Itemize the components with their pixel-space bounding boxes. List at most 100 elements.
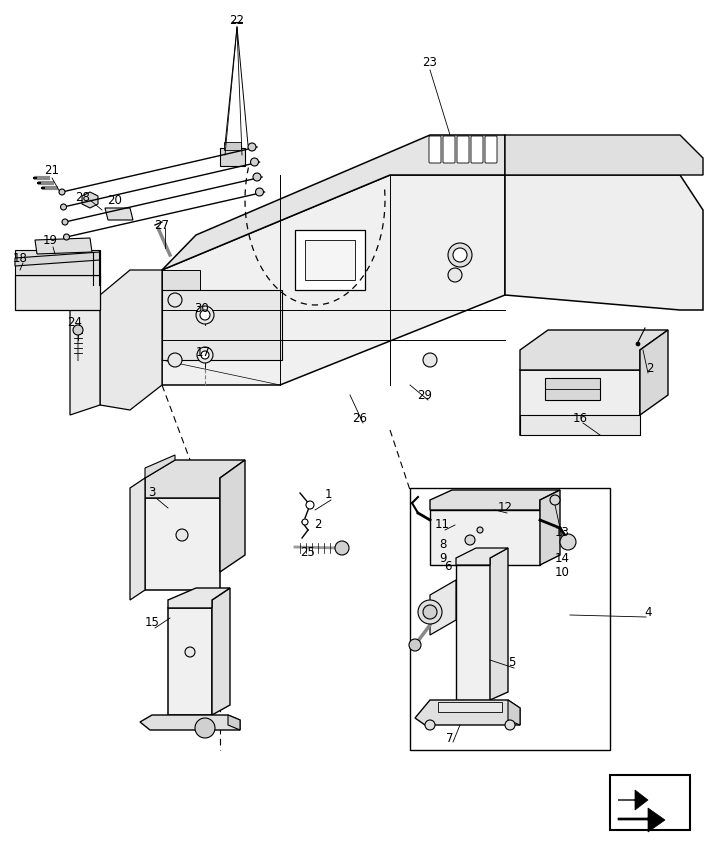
Text: 24: 24: [68, 316, 82, 330]
Bar: [220, 148, 245, 166]
Circle shape: [448, 268, 462, 282]
Text: 25: 25: [301, 546, 315, 560]
Circle shape: [195, 718, 215, 738]
Polygon shape: [145, 498, 220, 590]
Text: 2: 2: [646, 362, 654, 374]
Circle shape: [418, 600, 442, 624]
Polygon shape: [415, 700, 520, 725]
Text: 14: 14: [555, 551, 570, 565]
Polygon shape: [162, 135, 505, 270]
Circle shape: [335, 541, 349, 555]
Circle shape: [256, 188, 263, 196]
Text: 19: 19: [42, 234, 58, 246]
Circle shape: [200, 310, 210, 320]
Polygon shape: [228, 715, 240, 730]
Circle shape: [253, 173, 261, 181]
Polygon shape: [618, 808, 665, 832]
Circle shape: [185, 647, 195, 657]
Polygon shape: [505, 175, 703, 310]
Polygon shape: [438, 702, 502, 712]
Polygon shape: [520, 370, 640, 435]
Polygon shape: [15, 252, 100, 266]
Polygon shape: [168, 588, 230, 608]
Text: 21: 21: [44, 164, 60, 176]
Text: 1: 1: [325, 487, 332, 501]
Circle shape: [73, 325, 83, 335]
Polygon shape: [220, 460, 245, 572]
Polygon shape: [162, 175, 505, 385]
Circle shape: [505, 720, 515, 730]
Polygon shape: [145, 455, 175, 478]
Text: 28: 28: [75, 191, 90, 203]
Text: 27: 27: [154, 218, 170, 232]
Polygon shape: [640, 330, 668, 415]
Polygon shape: [305, 240, 355, 280]
Bar: [410, 488, 610, 750]
Text: 17: 17: [196, 346, 210, 358]
Circle shape: [453, 248, 467, 262]
Polygon shape: [430, 510, 540, 565]
Polygon shape: [520, 415, 640, 435]
Text: 29: 29: [417, 389, 432, 401]
Polygon shape: [505, 135, 703, 175]
Circle shape: [59, 189, 65, 195]
Bar: [610, 775, 690, 830]
Polygon shape: [15, 250, 100, 275]
Polygon shape: [15, 275, 100, 310]
Polygon shape: [130, 478, 145, 600]
FancyBboxPatch shape: [457, 136, 469, 163]
Polygon shape: [618, 790, 648, 810]
Circle shape: [550, 495, 560, 505]
Circle shape: [197, 347, 213, 363]
Circle shape: [306, 501, 314, 509]
Polygon shape: [456, 565, 490, 700]
Polygon shape: [35, 238, 92, 254]
Text: 2: 2: [314, 518, 322, 530]
Polygon shape: [508, 700, 520, 725]
Polygon shape: [105, 208, 133, 220]
Polygon shape: [145, 460, 245, 498]
Circle shape: [251, 158, 258, 166]
Polygon shape: [430, 490, 560, 510]
Text: 5: 5: [508, 657, 516, 669]
Circle shape: [201, 351, 209, 359]
Polygon shape: [70, 285, 100, 415]
Bar: [162, 290, 282, 360]
FancyBboxPatch shape: [485, 136, 497, 163]
Polygon shape: [168, 608, 212, 715]
FancyBboxPatch shape: [443, 136, 455, 163]
Polygon shape: [100, 270, 162, 410]
Circle shape: [62, 219, 68, 225]
Polygon shape: [456, 548, 508, 565]
Text: 12: 12: [498, 501, 513, 513]
Circle shape: [409, 639, 421, 651]
Polygon shape: [540, 490, 560, 565]
Text: 8: 8: [439, 539, 446, 551]
Circle shape: [448, 243, 472, 267]
Text: 26: 26: [353, 411, 367, 425]
Bar: [545, 378, 600, 400]
Polygon shape: [490, 548, 508, 700]
Bar: [224, 142, 241, 150]
Polygon shape: [82, 192, 98, 208]
Circle shape: [302, 519, 308, 525]
Circle shape: [168, 353, 182, 367]
Text: 16: 16: [572, 411, 588, 425]
Circle shape: [477, 527, 483, 533]
Text: 10: 10: [555, 566, 570, 579]
Polygon shape: [520, 330, 668, 370]
Text: 15: 15: [144, 616, 159, 630]
Polygon shape: [212, 588, 230, 715]
Circle shape: [248, 143, 256, 151]
Text: 9: 9: [439, 551, 447, 565]
Circle shape: [465, 535, 475, 545]
Text: 23: 23: [422, 56, 437, 68]
Circle shape: [425, 720, 435, 730]
Circle shape: [196, 306, 214, 324]
Circle shape: [61, 204, 66, 210]
Text: 20: 20: [108, 194, 122, 207]
Text: 4: 4: [644, 605, 652, 619]
Circle shape: [560, 534, 576, 550]
Text: 11: 11: [434, 518, 449, 530]
FancyBboxPatch shape: [429, 136, 441, 163]
